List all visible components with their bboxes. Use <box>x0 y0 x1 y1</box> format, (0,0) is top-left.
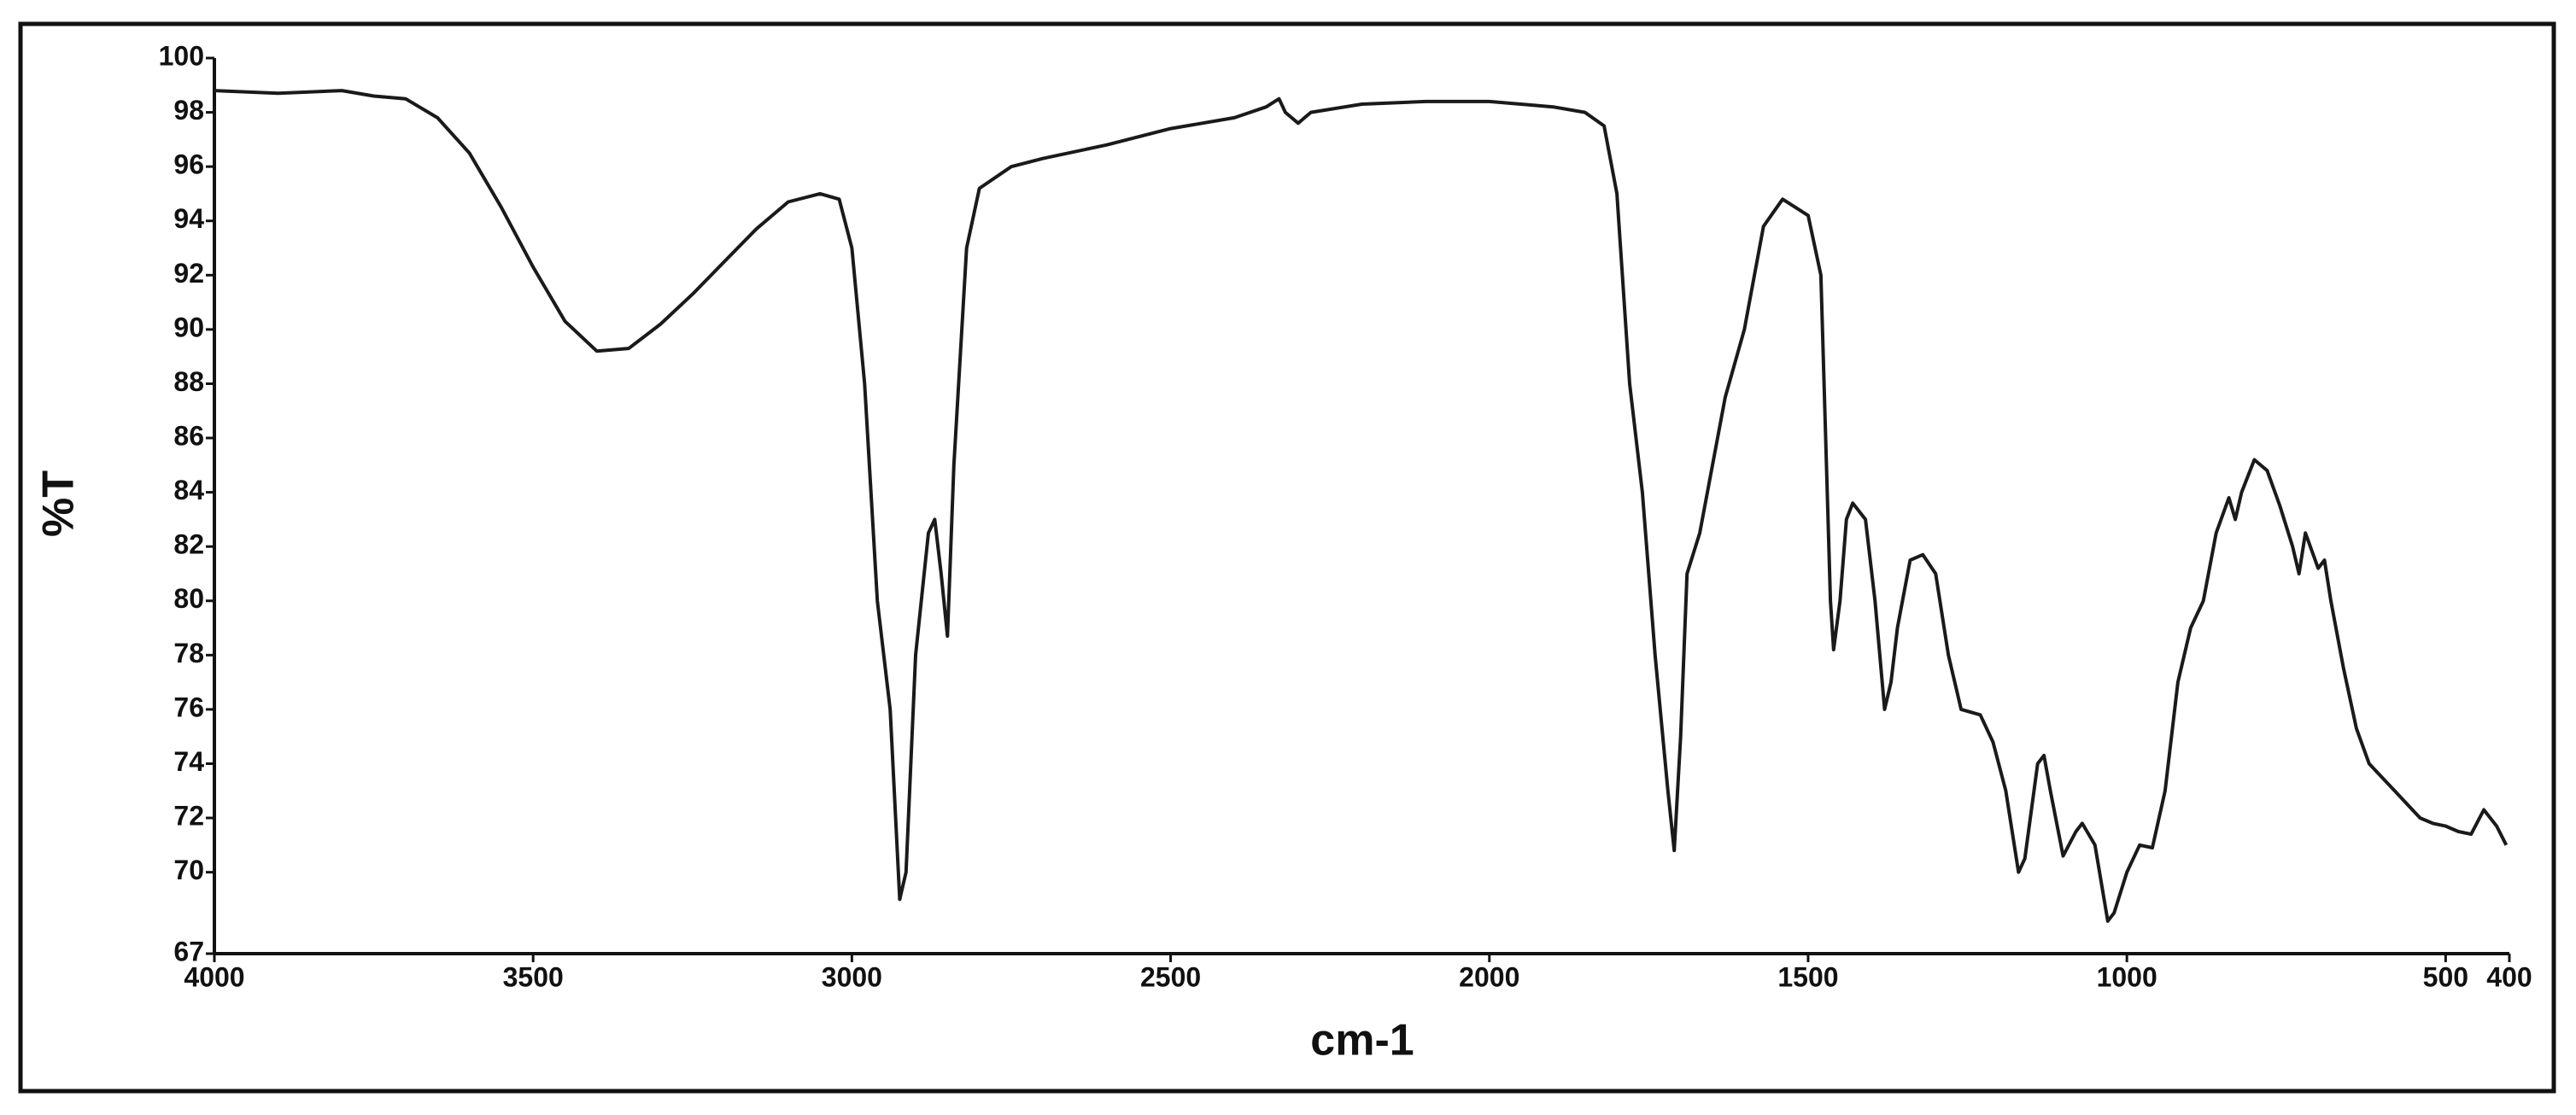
y-tick-label: 100 <box>159 40 204 71</box>
y-tick-label: 98 <box>173 95 204 126</box>
x-tick-label: 500 <box>2423 961 2468 992</box>
y-tick-label: 94 <box>173 203 204 234</box>
x-tick-label: 2000 <box>1459 961 1519 992</box>
y-tick-label: 88 <box>173 366 204 397</box>
y-tick-label: 86 <box>173 420 204 451</box>
y-tick-label: 82 <box>173 529 204 560</box>
y-tick-label: 96 <box>173 149 204 180</box>
x-tick-label: 400 <box>2486 961 2532 992</box>
y-tick-label: 74 <box>173 746 204 777</box>
x-tick-label: 3500 <box>503 961 564 992</box>
y-tick-label: 78 <box>173 638 204 668</box>
y-tick-label: 72 <box>173 801 204 832</box>
x-tick-label: 2500 <box>1140 961 1201 992</box>
y-tick-label: 84 <box>173 475 204 505</box>
y-tick-label: 80 <box>173 583 204 614</box>
y-tick-label: 76 <box>173 692 204 722</box>
y-tick-label: 90 <box>173 312 204 342</box>
x-tick-label: 1000 <box>2097 961 2157 992</box>
y-tick-label: 67 <box>173 936 204 966</box>
y-axis-label: %T <box>34 470 84 537</box>
y-tick-label: 92 <box>173 258 204 289</box>
x-axis-label: cm-1 <box>1310 1016 1414 1065</box>
x-tick-label: 1500 <box>1777 961 1838 992</box>
spectrum-line <box>214 89 2509 923</box>
y-tick-label: 70 <box>173 855 204 885</box>
x-tick-label: 4000 <box>184 961 244 992</box>
x-tick-label: 3000 <box>822 961 882 992</box>
frame <box>18 21 2556 1094</box>
